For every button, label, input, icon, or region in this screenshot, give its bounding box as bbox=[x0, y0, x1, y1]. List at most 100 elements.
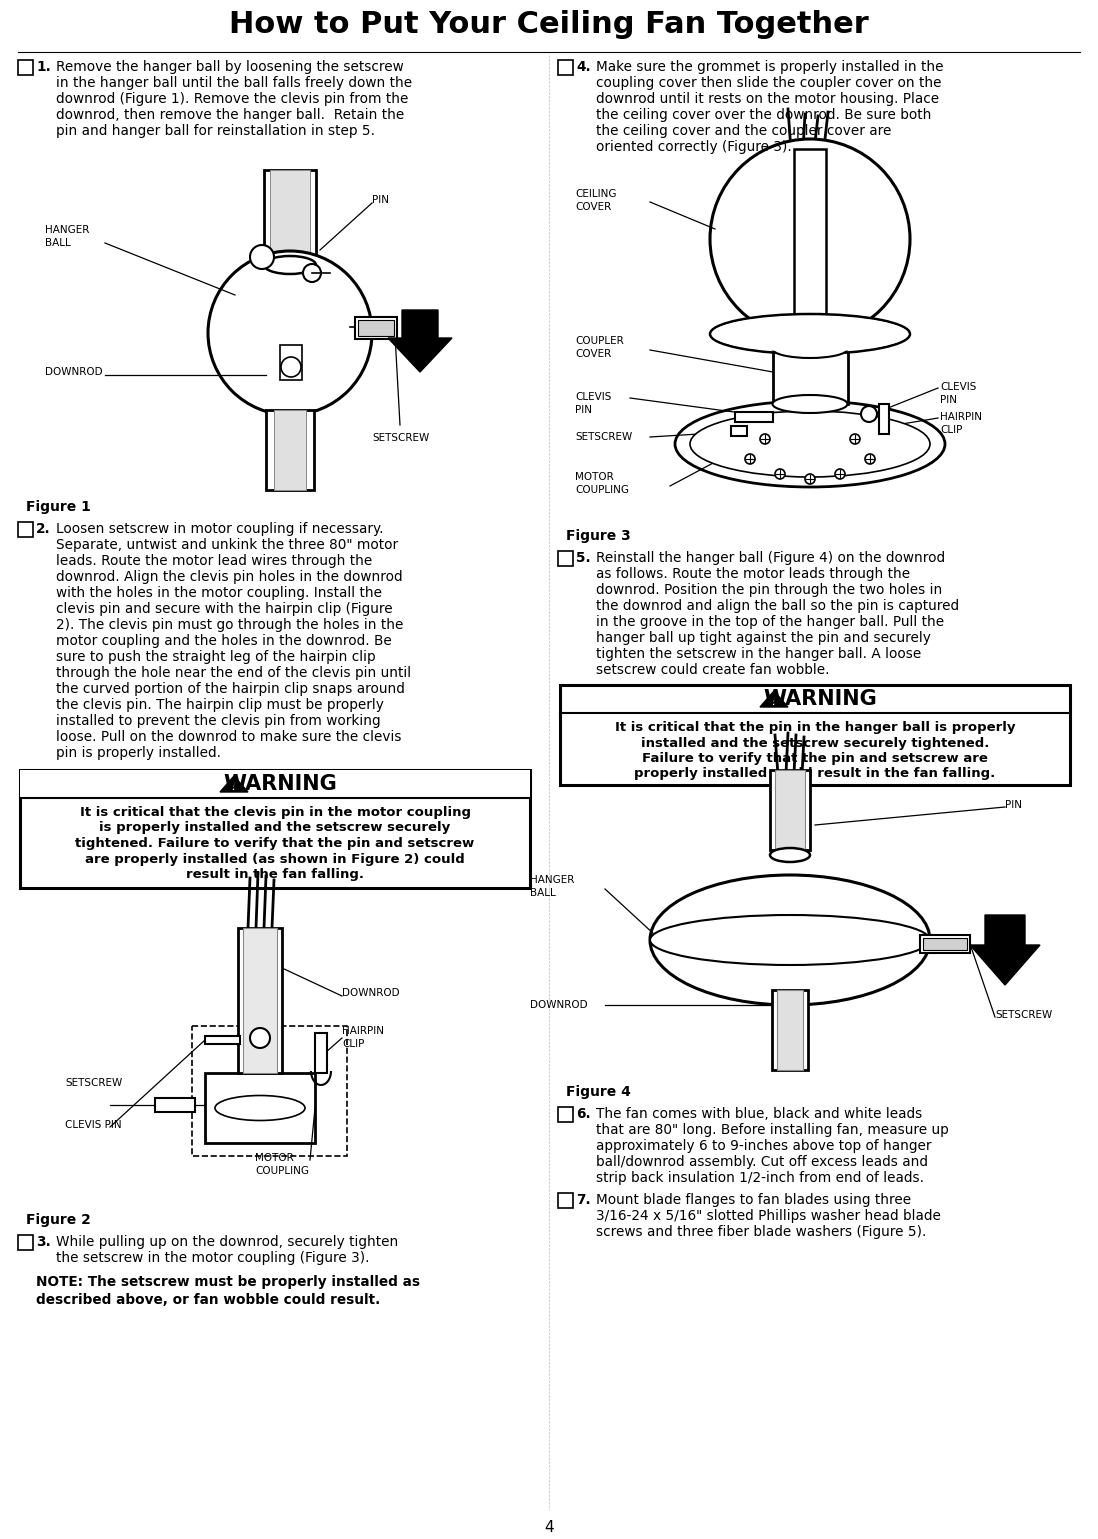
Ellipse shape bbox=[650, 916, 930, 965]
Text: Reinstall the hanger ball (Figure 4) on the downrod: Reinstall the hanger ball (Figure 4) on … bbox=[596, 551, 945, 565]
Text: 4: 4 bbox=[545, 1521, 553, 1534]
Bar bbox=[315, 1033, 327, 1073]
Text: While pulling up on the downrod, securely tighten: While pulling up on the downrod, securel… bbox=[56, 1234, 399, 1250]
Text: strip back insulation 1/2-inch from end of leads.: strip back insulation 1/2-inch from end … bbox=[596, 1171, 925, 1185]
Text: !: ! bbox=[771, 697, 775, 706]
Circle shape bbox=[303, 265, 321, 282]
Polygon shape bbox=[220, 776, 248, 793]
Bar bbox=[735, 412, 773, 422]
Text: COUPLER
COVER: COUPLER COVER bbox=[575, 336, 624, 359]
Text: Make sure the grommet is properly installed in the: Make sure the grommet is properly instal… bbox=[596, 60, 943, 74]
Text: hanger ball up tight against the pin and securely: hanger ball up tight against the pin and… bbox=[596, 631, 931, 645]
Text: downrod, then remove the hanger ball.  Retain the: downrod, then remove the hanger ball. Re… bbox=[56, 108, 404, 122]
Bar bbox=[270, 169, 310, 265]
Circle shape bbox=[208, 251, 372, 416]
Text: 2). The clevis pin must go through the holes in the: 2). The clevis pin must go through the h… bbox=[56, 619, 403, 633]
Text: downrod. Align the clevis pin holes in the downrod: downrod. Align the clevis pin holes in t… bbox=[56, 569, 403, 583]
Text: ball/downrod assembly. Cut off excess leads and: ball/downrod assembly. Cut off excess le… bbox=[596, 1154, 928, 1170]
Bar bbox=[355, 317, 397, 339]
Circle shape bbox=[834, 469, 845, 479]
Bar bbox=[18, 522, 33, 537]
Circle shape bbox=[250, 245, 274, 269]
Text: in the groove in the top of the hanger ball. Pull the: in the groove in the top of the hanger b… bbox=[596, 616, 944, 629]
Bar bbox=[775, 770, 805, 850]
Text: It is critical that the pin in the hanger ball is properly: It is critical that the pin in the hange… bbox=[615, 720, 1016, 734]
Text: Figure 2: Figure 2 bbox=[26, 1213, 91, 1227]
Bar bbox=[205, 1073, 315, 1143]
Ellipse shape bbox=[710, 314, 910, 354]
Text: It is critical that the clevis pin in the motor coupling: It is critical that the clevis pin in th… bbox=[79, 806, 471, 819]
Bar bbox=[792, 405, 828, 434]
Circle shape bbox=[281, 357, 301, 377]
Text: Figure 3: Figure 3 bbox=[565, 529, 630, 543]
Circle shape bbox=[865, 454, 875, 463]
Text: WARNING: WARNING bbox=[223, 774, 337, 794]
Bar bbox=[280, 345, 302, 380]
Bar bbox=[794, 149, 826, 334]
Bar bbox=[20, 770, 530, 888]
Text: installed and the setscrew securely tightened.: installed and the setscrew securely tigh… bbox=[641, 737, 989, 749]
Bar bbox=[20, 770, 530, 799]
Text: HANGER
BALL: HANGER BALL bbox=[45, 225, 89, 248]
Text: that are 80" long. Before installing fan, measure up: that are 80" long. Before installing fan… bbox=[596, 1123, 949, 1137]
Bar bbox=[238, 928, 282, 1073]
Text: PIN: PIN bbox=[372, 195, 389, 205]
Text: pin and hanger ball for reinstallation in step 5.: pin and hanger ball for reinstallation i… bbox=[56, 125, 376, 139]
Circle shape bbox=[775, 469, 785, 479]
Text: Figure 1: Figure 1 bbox=[26, 500, 91, 514]
Circle shape bbox=[850, 434, 860, 443]
Text: Failure to verify that the pin and setscrew are: Failure to verify that the pin and setsc… bbox=[642, 753, 988, 765]
Ellipse shape bbox=[264, 255, 316, 274]
Text: 3.: 3. bbox=[36, 1234, 51, 1250]
Text: SETSCREW: SETSCREW bbox=[575, 432, 632, 442]
Ellipse shape bbox=[773, 340, 848, 359]
Text: CLEVIS PIN: CLEVIS PIN bbox=[65, 1120, 122, 1130]
Text: HAIRPIN
CLIP: HAIRPIN CLIP bbox=[940, 412, 982, 436]
Text: setscrew could create fan wobble.: setscrew could create fan wobble. bbox=[596, 663, 829, 677]
Circle shape bbox=[805, 474, 815, 483]
Text: as follows. Route the motor leads through the: as follows. Route the motor leads throug… bbox=[596, 566, 910, 582]
Bar bbox=[155, 1097, 195, 1113]
Bar bbox=[358, 320, 394, 336]
Ellipse shape bbox=[690, 411, 930, 477]
Text: through the hole near the end of the clevis pin until: through the hole near the end of the cle… bbox=[56, 666, 411, 680]
Text: oriented correctly (Figure 3).: oriented correctly (Figure 3). bbox=[596, 140, 792, 154]
Text: the ceiling cover and the coupler cover are: the ceiling cover and the coupler cover … bbox=[596, 125, 892, 139]
Circle shape bbox=[760, 434, 770, 443]
Text: 5.: 5. bbox=[576, 551, 591, 565]
Text: MOTOR
COUPLING: MOTOR COUPLING bbox=[575, 472, 629, 496]
Text: tightened. Failure to verify that the pin and setscrew: tightened. Failure to verify that the pi… bbox=[76, 837, 474, 850]
Bar bbox=[731, 426, 747, 436]
Text: the ceiling cover over the downrod. Be sure both: the ceiling cover over the downrod. Be s… bbox=[596, 108, 931, 122]
Text: Mount blade flanges to fan blades using three: Mount blade flanges to fan blades using … bbox=[596, 1193, 911, 1207]
Text: properly installed could result in the fan falling.: properly installed could result in the f… bbox=[635, 768, 996, 780]
Text: downrod. Position the pin through the two holes in: downrod. Position the pin through the tw… bbox=[596, 583, 942, 597]
Polygon shape bbox=[388, 309, 452, 372]
Circle shape bbox=[250, 1028, 270, 1048]
Text: result in the fan falling.: result in the fan falling. bbox=[186, 868, 365, 880]
Bar bbox=[205, 1036, 240, 1043]
Text: the downrod and align the ball so the pin is captured: the downrod and align the ball so the pi… bbox=[596, 599, 960, 613]
Bar bbox=[560, 685, 1069, 785]
Bar bbox=[777, 990, 803, 1070]
Text: NOTE: The setscrew must be properly installed as
described above, or fan wobble : NOTE: The setscrew must be properly inst… bbox=[36, 1274, 421, 1307]
Text: with the holes in the motor coupling. Install the: with the holes in the motor coupling. In… bbox=[56, 586, 382, 600]
Ellipse shape bbox=[773, 396, 848, 412]
Text: the setscrew in the motor coupling (Figure 3).: the setscrew in the motor coupling (Figu… bbox=[56, 1251, 370, 1265]
Text: downrod (Figure 1). Remove the clevis pin from the: downrod (Figure 1). Remove the clevis pi… bbox=[56, 92, 408, 106]
Text: PIN: PIN bbox=[1005, 800, 1022, 810]
Text: is properly installed and the setscrew securely: is properly installed and the setscrew s… bbox=[100, 822, 450, 834]
Bar bbox=[18, 60, 33, 75]
Circle shape bbox=[861, 406, 877, 422]
Text: DOWNROD: DOWNROD bbox=[45, 366, 102, 377]
Text: The fan comes with blue, black and white leads: The fan comes with blue, black and white… bbox=[596, 1107, 922, 1120]
Bar bbox=[18, 1234, 33, 1250]
Bar bbox=[770, 770, 810, 850]
Ellipse shape bbox=[712, 315, 908, 352]
Text: 6.: 6. bbox=[576, 1107, 591, 1120]
Polygon shape bbox=[760, 691, 788, 706]
Bar bbox=[772, 990, 808, 1070]
Bar bbox=[264, 169, 316, 265]
Bar bbox=[773, 349, 848, 405]
Text: are properly installed (as shown in Figure 2) could: are properly installed (as shown in Figu… bbox=[86, 853, 464, 865]
